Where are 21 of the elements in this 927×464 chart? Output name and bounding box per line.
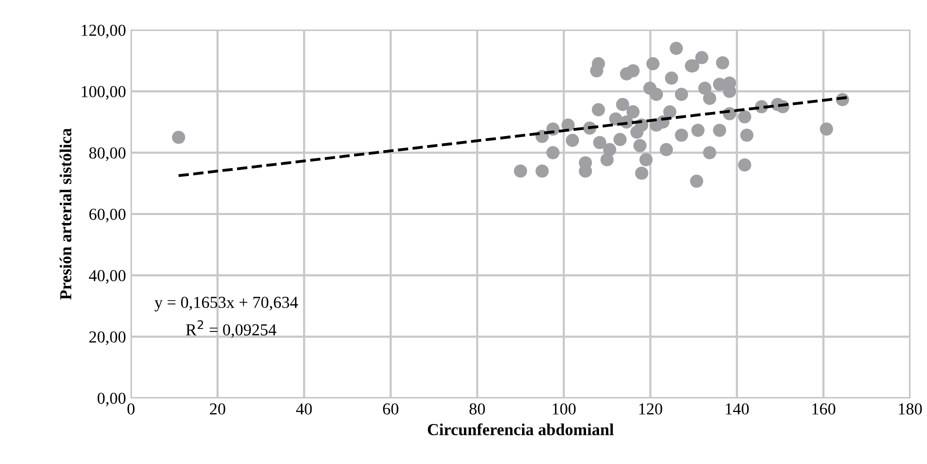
x-tick-label: 20 <box>210 403 226 415</box>
y-tick-label: 40,00 <box>88 270 126 284</box>
y-tick-label: 120,00 <box>82 24 126 38</box>
x-tick-label: 140 <box>726 403 749 415</box>
x-tick-label: 40 <box>296 403 312 415</box>
x-tick-label: 160 <box>812 403 836 415</box>
x-tick-label: 180 <box>898 403 922 415</box>
x-tick-label: 80 <box>470 403 485 415</box>
y-tick-label: 0,00 <box>98 392 126 406</box>
y-tick-label: 60,00 <box>89 208 126 222</box>
y-axis-title: Presión arterial sistólica <box>60 128 72 300</box>
x-axis-title: Circunferencia abdomianl <box>428 423 614 436</box>
annotation: y = 0,1653x + 70,634 <box>154 296 298 312</box>
y-tick-label: 100,00 <box>82 86 126 100</box>
x-tick-label: 120 <box>639 403 662 415</box>
y-tick-label: 80,00 <box>89 147 126 162</box>
x-tick-label: 60 <box>383 403 398 415</box>
y-tick-label: 20,00 <box>89 331 126 346</box>
x-tick-label: 0 <box>127 403 135 415</box>
annotation: R$^{2}$ = 0,09254 <box>186 320 276 338</box>
x-tick-label: 100 <box>552 403 576 415</box>
